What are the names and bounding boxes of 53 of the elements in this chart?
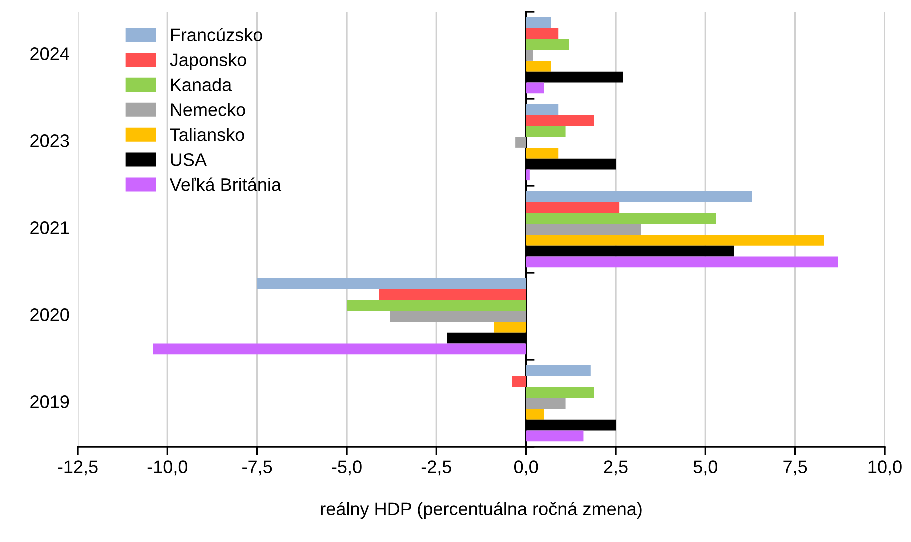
bar — [347, 300, 526, 312]
y-tick-label: 2020 — [30, 308, 70, 322]
legend-label: Kanada — [171, 78, 232, 92]
bar — [526, 104, 559, 116]
x-tick-label: -12,5 — [58, 460, 98, 476]
bar — [526, 191, 752, 202]
bar — [153, 344, 526, 355]
bar — [526, 82, 544, 94]
bar — [526, 387, 594, 398]
legend-label: Francúzsko — [171, 28, 262, 42]
bar — [257, 278, 526, 290]
bar — [526, 60, 552, 72]
y-tick-label: 2019 — [30, 396, 70, 408]
y-tick-label: 2023 — [30, 134, 70, 148]
x-tick-label: 2,5 — [604, 460, 628, 476]
bar — [390, 311, 526, 322]
bar — [512, 376, 526, 388]
y-tick-label: 2021 — [30, 222, 70, 234]
bar — [526, 28, 559, 40]
x-tick-label: 5,0 — [694, 460, 718, 476]
bar — [526, 256, 838, 268]
bar — [526, 148, 559, 159]
bar — [526, 234, 824, 246]
bar — [526, 398, 566, 409]
x-tick-label: -2,5 — [422, 460, 452, 476]
bar — [526, 39, 570, 50]
bar — [526, 17, 552, 28]
legend-label: USA — [171, 154, 207, 166]
x-axis-title: reálny HDP (percentuálna ročná zmena) — [321, 502, 642, 520]
bar — [526, 365, 591, 376]
bar — [526, 50, 534, 61]
bar — [526, 213, 716, 224]
x-tick-label: 10,0 — [868, 460, 902, 476]
legend-label: Taliansko — [170, 128, 244, 142]
bar — [526, 115, 594, 126]
legend-label: Nemecko — [171, 103, 246, 116]
y-tick-label: 2024 — [30, 48, 70, 60]
bar — [379, 289, 526, 300]
legend-label: Veľká Británia — [170, 178, 282, 192]
bar — [526, 430, 584, 442]
bar — [526, 126, 566, 138]
x-tick-label: -5,0 — [332, 460, 362, 476]
bar — [494, 322, 526, 333]
bar — [526, 408, 544, 420]
x-tick-label: -10,0 — [148, 460, 188, 476]
bar — [526, 170, 530, 181]
bar — [526, 202, 620, 214]
x-tick-label: -7,5 — [242, 460, 272, 476]
legend-label: Japonsko — [170, 53, 246, 70]
x-tick-label: 7,5 — [784, 460, 808, 476]
bar — [526, 224, 642, 235]
x-tick-label: 0,0 — [514, 460, 538, 476]
bar — [516, 137, 526, 148]
